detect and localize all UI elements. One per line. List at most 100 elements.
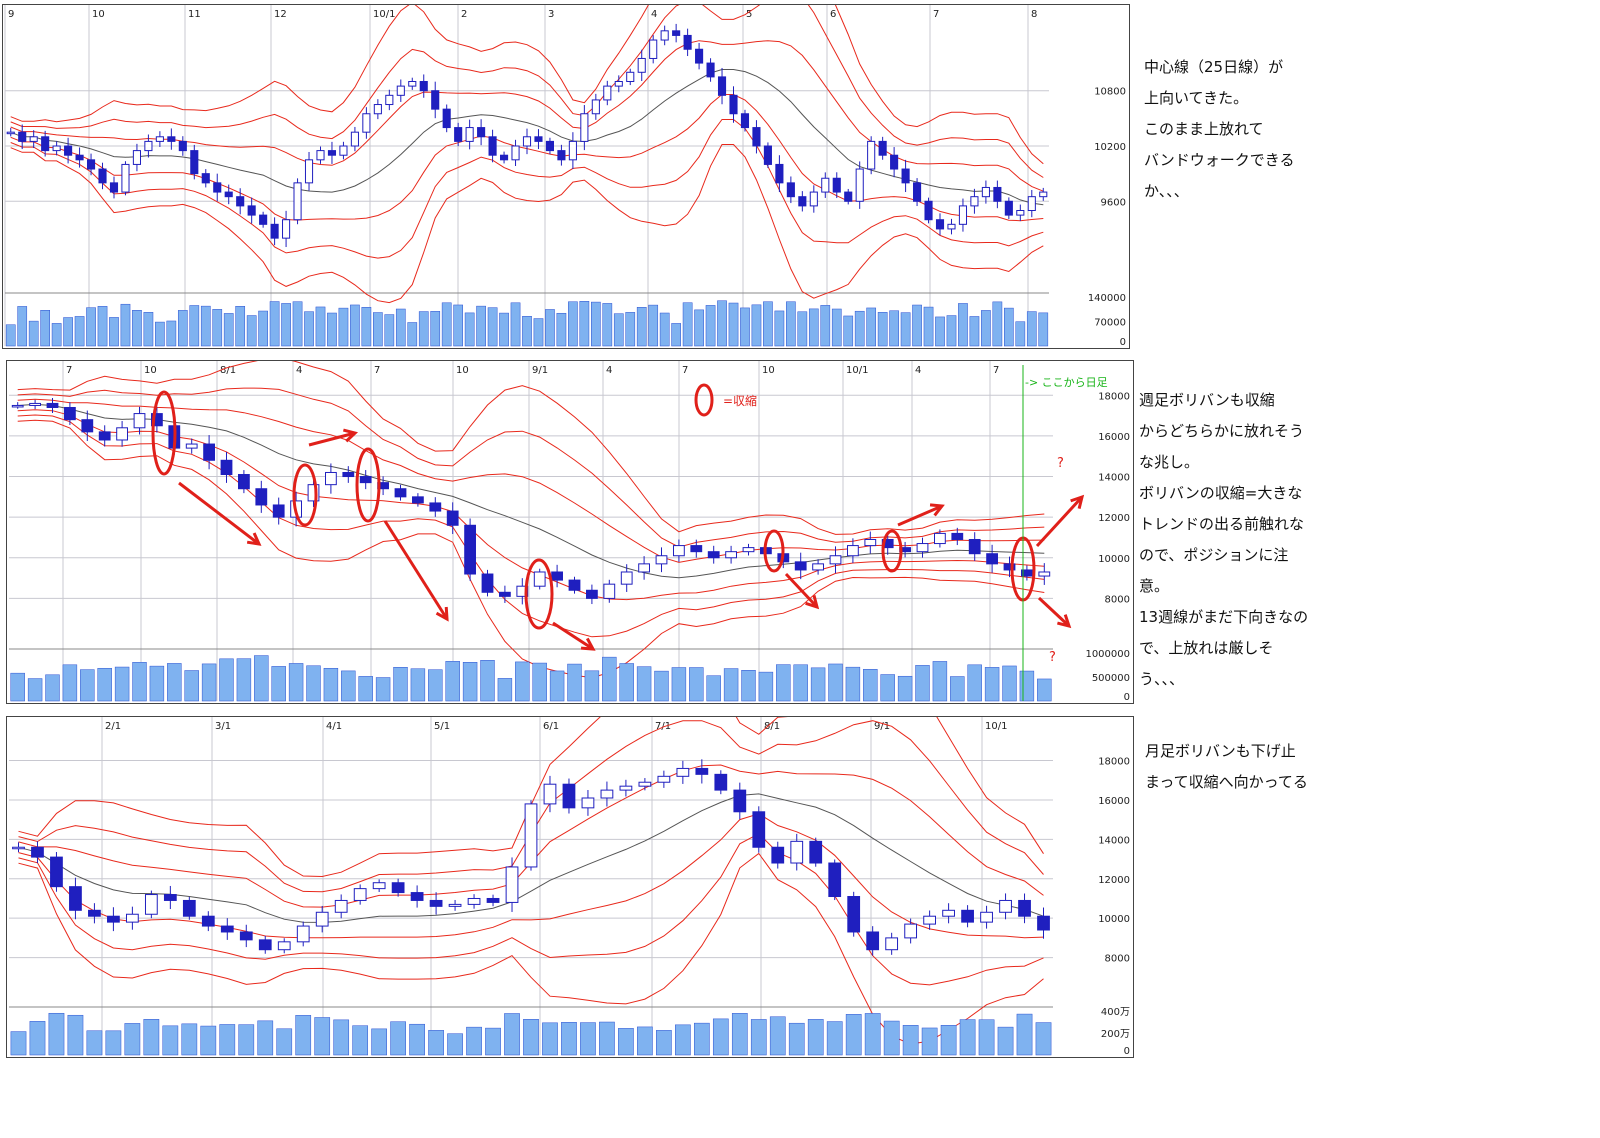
- volume-bar: [682, 302, 693, 347]
- contraction-ellipse: [292, 463, 318, 527]
- volume-bar: [314, 1017, 331, 1056]
- candle-body: [970, 196, 979, 207]
- volume-bar: [706, 675, 721, 702]
- volume-tick-label: 500000: [1092, 673, 1130, 684]
- candle-body: [486, 897, 500, 903]
- candle-body: [655, 555, 668, 565]
- x-tick-label: 7: [993, 365, 999, 376]
- volume-bar: [236, 658, 252, 702]
- volume-bar: [900, 312, 911, 347]
- volume-bar: [350, 304, 360, 347]
- candle-body: [203, 443, 215, 461]
- candle-body: [638, 563, 650, 573]
- volume-bar: [950, 676, 965, 702]
- volume-bar: [763, 301, 773, 347]
- volume-bar: [923, 306, 934, 347]
- candle-body: [29, 402, 41, 406]
- candle-body: [551, 571, 563, 581]
- candle-body: [714, 773, 728, 791]
- candle-body: [968, 538, 981, 555]
- volume-bar: [45, 674, 60, 702]
- volume-bar: [845, 1014, 862, 1056]
- candle-body: [238, 474, 250, 490]
- trend-arrow-head: [435, 606, 449, 622]
- volume-bar: [97, 667, 112, 702]
- volume-bar: [10, 672, 25, 702]
- volume-bar: [561, 1022, 577, 1056]
- candle-body: [1018, 899, 1031, 917]
- volume-bar: [807, 1019, 824, 1056]
- x-tick-label: 7: [933, 9, 939, 20]
- volume-bar: [428, 669, 443, 702]
- candle-body: [809, 191, 818, 207]
- candle-body: [729, 94, 738, 115]
- volume-bar: [271, 666, 286, 702]
- trend-arrow: [308, 431, 356, 447]
- candle-body: [477, 127, 486, 138]
- candle-body: [29, 136, 38, 142]
- contraction-ellipse: [763, 529, 785, 573]
- x-tick-label: 6/1: [543, 721, 559, 732]
- volume-bar: [166, 320, 177, 347]
- volume-bar: [504, 1013, 520, 1056]
- volume-bar: [281, 303, 291, 347]
- volume-bar: [935, 316, 945, 347]
- candle-body: [847, 545, 859, 557]
- x-tick-label: 7: [374, 365, 380, 376]
- volume-bar: [845, 666, 861, 702]
- volume-bar: [132, 310, 142, 347]
- candle-body: [545, 140, 555, 152]
- bollinger-band-upper2: [17, 387, 1045, 548]
- candle-body: [924, 200, 933, 221]
- volume-tick-label: 140000: [1088, 293, 1126, 304]
- candle-body: [591, 99, 600, 115]
- candle-body: [69, 886, 82, 911]
- candle-body: [829, 555, 842, 565]
- candle-body: [362, 113, 371, 133]
- candle-body: [600, 789, 614, 799]
- volume-bar: [912, 304, 922, 347]
- volume-bar: [5, 324, 16, 347]
- candle-body: [46, 402, 59, 408]
- trend-arrow-head: [342, 428, 359, 443]
- x-tick-label: 10: [92, 9, 105, 20]
- candle-body: [923, 915, 937, 925]
- x-tick-label: 8/1: [220, 365, 236, 376]
- candle-body: [603, 85, 612, 101]
- contraction-ellipse: [694, 383, 714, 417]
- candle-body: [224, 191, 233, 198]
- volume-bar: [306, 665, 321, 702]
- x-tick-label: 4: [296, 365, 302, 376]
- bollinger-band-lower3: [17, 419, 1045, 679]
- volume-bar: [523, 1019, 539, 1056]
- volume-bar: [177, 310, 188, 347]
- volume-bar: [258, 310, 268, 347]
- weekly-chart-svg: 7 10 8/1 4 7 10 9/1 4 7 10 10/1 4 7 18000 16000 14000 12…: [9, 361, 1130, 703]
- candle-body: [307, 484, 320, 502]
- x-tick-label: 3/1: [215, 721, 231, 732]
- weekly-chart-panel: 7 10 8/1 4 7 10 9/1 4 7 10 10/1 4 7 18000 16000 14000 12…: [6, 360, 1134, 704]
- volume-bar: [200, 305, 211, 347]
- candle-body: [185, 443, 198, 449]
- volume-bar: [51, 323, 62, 347]
- volume-bar: [109, 317, 119, 347]
- candle-body: [809, 840, 823, 864]
- volume-bar: [453, 304, 464, 347]
- weekly-commentary: 週足ボリバンも収縮 からどちらかに放れそう な兆し。 ボリバンの収縮=大きな ト…: [1139, 391, 1309, 688]
- volume-bar: [430, 311, 441, 347]
- candle-body: [236, 196, 245, 207]
- volume-bar: [409, 1023, 425, 1056]
- volume-bar: [292, 301, 303, 347]
- candle-body: [391, 882, 405, 894]
- y-tick-label: 8000: [1105, 954, 1130, 965]
- candle-body: [568, 579, 581, 591]
- volume-bar: [959, 1019, 976, 1056]
- y-tick-label: 18000: [1098, 757, 1130, 768]
- candle-body: [1038, 571, 1051, 577]
- candle-body: [942, 909, 955, 917]
- bollinger-band-lower1: [18, 813, 1044, 939]
- candle-body: [11, 404, 24, 408]
- x-tick-label: 10: [456, 365, 469, 376]
- x-tick-label: 7: [66, 365, 72, 376]
- candle-body: [725, 551, 737, 559]
